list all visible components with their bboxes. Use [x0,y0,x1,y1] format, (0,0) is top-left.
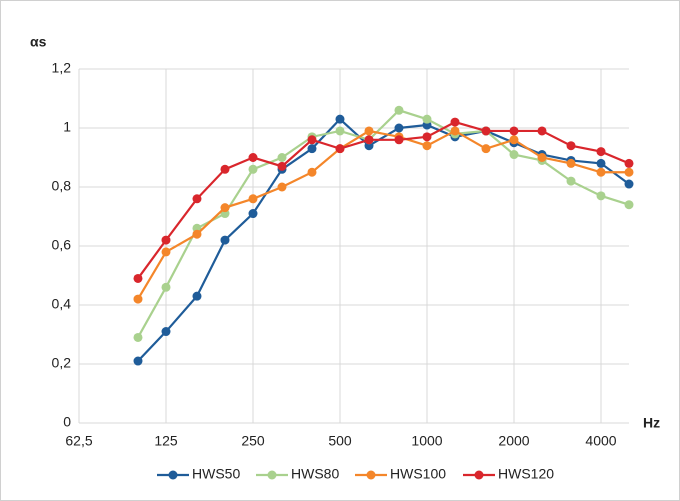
data-point [364,135,374,145]
data-point [335,114,345,124]
data-point [566,141,576,151]
legend-marker [474,470,484,480]
y-tick-label: 0,8 [52,178,72,194]
data-point [161,247,171,257]
series-line [137,129,629,300]
legend-label: HWS120 [498,466,554,482]
data-point [220,203,230,213]
legend-label: HWS80 [291,466,339,482]
data-point [624,167,634,177]
data-point [248,164,258,174]
data-point [248,209,258,219]
data-point [596,158,606,168]
data-point [133,332,143,342]
data-point [133,294,143,304]
data-point [307,135,317,145]
data-point [422,141,432,151]
data-point [133,273,143,283]
data-point [624,179,634,189]
data-point [481,126,491,136]
series-line [137,120,630,280]
data-point [596,147,606,157]
data-point [277,182,287,192]
legend-label: HWS100 [390,466,446,482]
data-point [537,126,547,136]
data-point [394,105,404,115]
data-point [394,135,404,145]
y-tick-label: 1 [63,119,71,135]
data-point [133,356,143,366]
legend-label: HWS50 [192,466,240,482]
data-point [335,126,345,136]
data-point [277,153,287,162]
y-axis-label: αs [30,34,47,50]
data-point [481,144,491,154]
data-point [307,167,317,177]
data-point [161,327,171,337]
data-point [161,235,171,245]
data-point [335,144,345,154]
data-point [509,126,519,136]
data-point [192,194,202,204]
x-axis-label: Hz [643,415,660,431]
data-point [248,194,258,204]
x-tick-label: 500 [328,433,352,449]
data-point [192,291,202,301]
data-point [364,126,374,136]
data-point [566,176,576,186]
y-tick-label: 0,2 [52,355,72,371]
data-point [450,126,460,136]
legend-marker [168,470,178,480]
data-point [394,123,404,133]
data-point [566,158,576,168]
data-point [596,167,606,177]
x-tick-label: 2000 [498,433,529,449]
series-line [137,117,630,362]
data-point [248,153,258,162]
x-tick-label: 250 [241,433,265,449]
x-tick-label: 62,5 [65,433,92,449]
legend-marker [366,470,376,480]
data-point [277,161,287,171]
data-point [161,282,171,292]
data-point [307,144,317,154]
data-point [509,150,519,160]
data-point [596,191,606,201]
y-tick-label: 0 [63,414,71,430]
data-point [624,200,634,210]
x-tick-label: 125 [154,433,178,449]
y-tick-label: 0,4 [52,296,72,312]
data-point [537,153,547,162]
legend-marker [267,470,277,480]
data-point [220,164,230,174]
data-point [192,229,202,239]
series-line [137,109,630,338]
data-point [422,132,432,142]
x-tick-label: 4000 [585,433,616,449]
data-point [509,135,519,145]
y-tick-label: 0,6 [52,237,72,253]
x-tick-label: 1000 [411,433,442,449]
data-point [220,235,230,245]
y-tick-label: 1,2 [52,60,72,76]
data-point [422,114,432,124]
data-point [624,158,634,168]
data-point [450,117,460,127]
